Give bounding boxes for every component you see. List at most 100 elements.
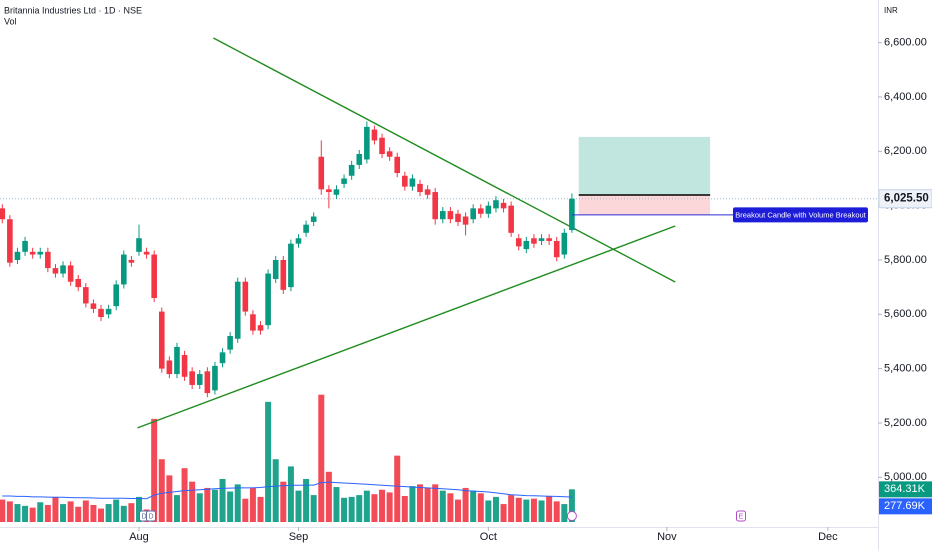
volume-bar (386, 492, 393, 522)
candle-body (356, 154, 363, 165)
event-label: D (148, 513, 153, 520)
volume-bar (379, 489, 386, 522)
candle-body (265, 273, 271, 326)
candle-body (204, 371, 211, 394)
candle-body (508, 205, 514, 233)
volume-bar (272, 459, 279, 522)
volume-bar (90, 504, 97, 522)
volume-bar (485, 500, 492, 522)
candle-body (14, 251, 21, 260)
volume-bar (135, 496, 142, 522)
event-label: E (739, 513, 744, 520)
y-tick-label: 6,600.00 (884, 37, 927, 49)
candle-body (553, 240, 560, 258)
candle-body (318, 156, 325, 190)
candle-body (136, 238, 142, 252)
volume-bar (538, 500, 545, 522)
candle-body (379, 137, 385, 155)
volume-bar (29, 507, 36, 522)
volume-bar (470, 490, 477, 522)
candle-body (219, 352, 226, 364)
candle-body (455, 213, 461, 222)
candle-body (531, 238, 537, 244)
candle-body (477, 208, 484, 214)
candle-body (67, 265, 74, 282)
candle-body (538, 238, 545, 241)
candle-body (166, 360, 173, 375)
volume-ma-label-box (879, 498, 932, 515)
y-tick-label: 6,200.00 (884, 145, 927, 157)
volume-bar (546, 496, 553, 522)
volume-bar (341, 497, 348, 522)
candle-body (462, 216, 469, 225)
candle-body (417, 183, 423, 193)
candle-body (288, 243, 294, 288)
volume-bar (6, 501, 13, 522)
volume-bar (401, 496, 408, 522)
candle-body (500, 202, 507, 209)
candle-body (470, 208, 476, 220)
x-tick-label: Sep (289, 531, 309, 543)
volume-bar (128, 503, 135, 522)
volume-bar (113, 499, 120, 522)
x-tick-label: Nov (657, 531, 677, 543)
last-price-label: 6,025.50 (884, 193, 929, 205)
volume-bar (409, 486, 416, 522)
volume-bar (333, 487, 340, 522)
volume-bar (295, 490, 302, 522)
event-label: D (141, 513, 146, 520)
candle-body (371, 129, 378, 141)
volume-bar (151, 418, 158, 522)
volume-bar (181, 468, 188, 522)
last-price-box (878, 189, 932, 209)
candle-body (189, 371, 195, 385)
candle-body (52, 268, 59, 274)
volume-bar (371, 494, 378, 522)
volume-bar (158, 459, 165, 522)
candle-body (242, 281, 249, 312)
candle-body (151, 254, 157, 298)
candle-body (196, 374, 203, 385)
candle-body (333, 189, 340, 195)
candle-body (561, 232, 568, 255)
volume-bar (477, 493, 484, 522)
candle-body (29, 251, 36, 255)
volume-bar (432, 484, 439, 522)
volume-bar (234, 484, 241, 522)
candle-body (121, 254, 127, 285)
candle-body (493, 200, 499, 209)
volume-bar (257, 496, 264, 522)
volume-bar (303, 478, 310, 522)
candle-body (98, 308, 104, 318)
y-tick-label: 6,400.00 (884, 91, 927, 103)
candle-body (402, 175, 408, 187)
candle-body (105, 308, 112, 315)
candle-body (227, 336, 233, 350)
flash-icon (566, 511, 577, 521)
volume-bar (14, 504, 21, 522)
candle-body (45, 251, 51, 269)
volume-bar (356, 495, 363, 522)
y-tick-label: 5,800.00 (884, 254, 927, 266)
candle-body (303, 224, 309, 233)
candle-body (447, 211, 454, 220)
volume-bar (219, 478, 226, 522)
volume-bar (280, 481, 287, 522)
volume-bar (227, 491, 234, 522)
y-tick-label: 5,000.00 (884, 471, 927, 483)
volume-bar (424, 487, 431, 522)
chart-title: Britannia Industries Ltd · 1D · NSE (4, 5, 142, 15)
volume-bar (287, 466, 294, 522)
volume-bar (196, 493, 203, 522)
event-marker (146, 510, 156, 522)
candle-body (7, 219, 13, 263)
candle-body (90, 303, 97, 309)
target-zone (578, 136, 711, 196)
volume-bar (211, 489, 218, 522)
volume-bar (75, 506, 82, 522)
candle-body (257, 325, 264, 331)
volume-bar (67, 501, 74, 522)
trendline (137, 225, 676, 429)
y-tick-label: 5,400.00 (884, 363, 927, 375)
